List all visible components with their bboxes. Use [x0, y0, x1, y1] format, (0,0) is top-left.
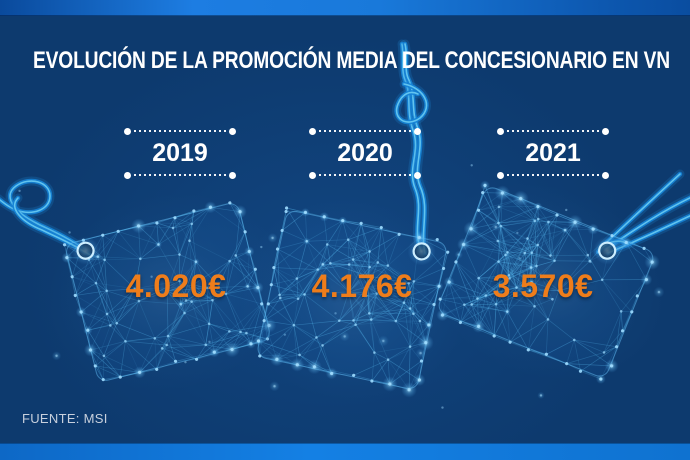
rule-end-dot — [497, 127, 504, 135]
rule-end-dot — [124, 171, 131, 179]
source-label: FUENTE: MSI — [22, 411, 108, 426]
rule-end-dot — [602, 171, 609, 179]
bottom-accent-strip — [0, 443, 690, 460]
year-block-2020: 2020 — [309, 127, 421, 179]
rule-dashes — [134, 174, 226, 176]
year-block-2019: 2019 — [124, 127, 236, 179]
top-accent-strip — [0, 0, 690, 16]
year-label-2020: 2020 — [337, 139, 393, 167]
dotted-rule-top — [124, 127, 236, 135]
dotted-rule-bottom — [309, 171, 421, 179]
rule-end-dot — [309, 127, 316, 135]
rule-end-dot — [602, 127, 609, 135]
rule-end-dot — [229, 127, 236, 135]
rule-end-dot — [414, 127, 421, 135]
rule-dashes — [134, 130, 226, 132]
rule-dashes — [507, 130, 599, 132]
dotted-rule-top — [309, 127, 421, 135]
rule-end-dot — [124, 127, 131, 135]
price-value-2021: 3.570€ — [492, 268, 594, 304]
price-tag-2021 — [424, 180, 668, 384]
page-title: EVOLUCIÓN DE LA PROMOCIÓN MEDIA DEL CONC… — [33, 47, 670, 74]
dotted-rule-top — [497, 127, 609, 135]
rule-end-dot — [309, 171, 316, 179]
year-label-2019: 2019 — [152, 139, 208, 167]
rule-dashes — [507, 174, 599, 176]
rule-dashes — [319, 130, 411, 132]
year-block-2021: 2021 — [497, 127, 609, 179]
rule-dashes — [319, 174, 411, 176]
price-value-2020: 4.176€ — [311, 268, 413, 304]
rule-end-dot — [229, 171, 236, 179]
dotted-rule-bottom — [124, 171, 236, 179]
rule-end-dot — [414, 171, 421, 179]
price-value-2019: 4.020€ — [125, 268, 227, 304]
dotted-rule-bottom — [497, 171, 609, 179]
rule-end-dot — [497, 171, 504, 179]
year-label-2021: 2021 — [525, 139, 581, 167]
